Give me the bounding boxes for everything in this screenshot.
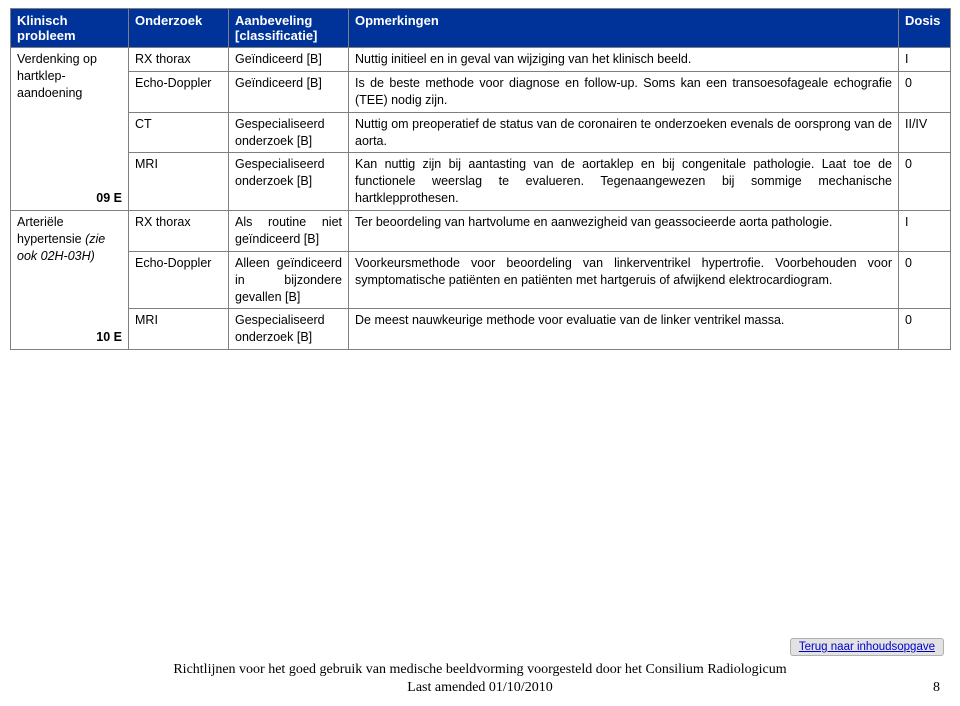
remarks-cell: Nuttig initieel en in geval van wijzigin… xyxy=(349,48,899,72)
remarks-cell: De meest nauwkeurige methode voor evalua… xyxy=(349,309,899,350)
back-link-container: Terug naar inhoudsopgave xyxy=(790,638,944,656)
rec-cell: Als routine niet geïndiceerd [B] xyxy=(229,211,349,252)
remarks-cell: Is de beste methode voor diagnose en fol… xyxy=(349,71,899,112)
page-footer: Richtlijnen voor het goed gebruik van me… xyxy=(0,661,960,696)
table-header-row: Klinisch probleem Onderzoek Aanbeveling … xyxy=(11,9,951,48)
problem-label: Verdenking op hartklep-aandoening xyxy=(17,51,122,102)
rec-cell: Alleen geïndiceerd in bijzondere gevalle… xyxy=(229,251,349,309)
problem-code: 09 E xyxy=(96,190,122,207)
table-row: Arteriële hypertensie (zie ook 02H-03H) … xyxy=(11,211,951,252)
rec-cell: Gespecialiseerd onderzoek [B] xyxy=(229,309,349,350)
problem-cell: Verdenking op hartklep-aandoening 09 E xyxy=(11,48,129,211)
remarks-cell: Ter beoordeling van hartvolume en aanwez… xyxy=(349,211,899,252)
table-row: MRI Gespecialiseerd onderzoek [B] Kan nu… xyxy=(11,153,951,211)
problem-cell: Arteriële hypertensie (zie ook 02H-03H) … xyxy=(11,211,129,350)
remarks-cell: Voorkeursmethode voor beoordeling van li… xyxy=(349,251,899,309)
table-row: CT Gespecialiseerd onderzoek [B] Nuttig … xyxy=(11,112,951,153)
guidelines-table: Klinisch probleem Onderzoek Aanbeveling … xyxy=(10,8,951,350)
dose-cell: 0 xyxy=(899,153,951,211)
header-problem: Klinisch probleem xyxy=(11,9,129,48)
header-exam: Onderzoek xyxy=(129,9,229,48)
dose-cell: I xyxy=(899,48,951,72)
rec-cell: Gespecialiseerd onderzoek [B] xyxy=(229,153,349,211)
exam-cell: MRI xyxy=(129,153,229,211)
remarks-cell: Nuttig om preoperatief de status van de … xyxy=(349,112,899,153)
dose-cell: 0 xyxy=(899,71,951,112)
exam-cell: RX thorax xyxy=(129,48,229,72)
table-row: Verdenking op hartklep-aandoening 09 E R… xyxy=(11,48,951,72)
table-row: MRI Gespecialiseerd onderzoek [B] De mee… xyxy=(11,309,951,350)
footer-line1: Richtlijnen voor het goed gebruik van me… xyxy=(0,661,960,679)
rec-cell: Geïndiceerd [B] xyxy=(229,71,349,112)
problem-code: 10 E xyxy=(96,329,122,346)
dose-cell: 0 xyxy=(899,251,951,309)
exam-cell: Echo-Doppler xyxy=(129,251,229,309)
back-to-toc-link[interactable]: Terug naar inhoudsopgave xyxy=(790,638,944,656)
problem-label-text: Arteriële hypertensie xyxy=(17,215,85,246)
footer-line2: Last amended 01/10/2010 xyxy=(0,679,960,697)
rec-cell: Geïndiceerd [B] xyxy=(229,48,349,72)
rec-cell: Gespecialiseerd onderzoek [B] xyxy=(229,112,349,153)
exam-cell: RX thorax xyxy=(129,211,229,252)
dose-cell: 0 xyxy=(899,309,951,350)
exam-cell: MRI xyxy=(129,309,229,350)
table-row: Echo-Doppler Alleen geïndiceerd in bijzo… xyxy=(11,251,951,309)
header-recommendation: Aanbeveling [classificatie] xyxy=(229,9,349,48)
header-remarks: Opmerkingen xyxy=(349,9,899,48)
header-dose: Dosis xyxy=(899,9,951,48)
remarks-cell: Kan nuttig zijn bij aantasting van de ao… xyxy=(349,153,899,211)
table-row: Echo-Doppler Geïndiceerd [B] Is de beste… xyxy=(11,71,951,112)
dose-cell: II/IV xyxy=(899,112,951,153)
page-number: 8 xyxy=(933,680,940,696)
exam-cell: CT xyxy=(129,112,229,153)
problem-label: Arteriële hypertensie (zie ook 02H-03H) xyxy=(17,214,122,265)
dose-cell: I xyxy=(899,211,951,252)
exam-cell: Echo-Doppler xyxy=(129,71,229,112)
